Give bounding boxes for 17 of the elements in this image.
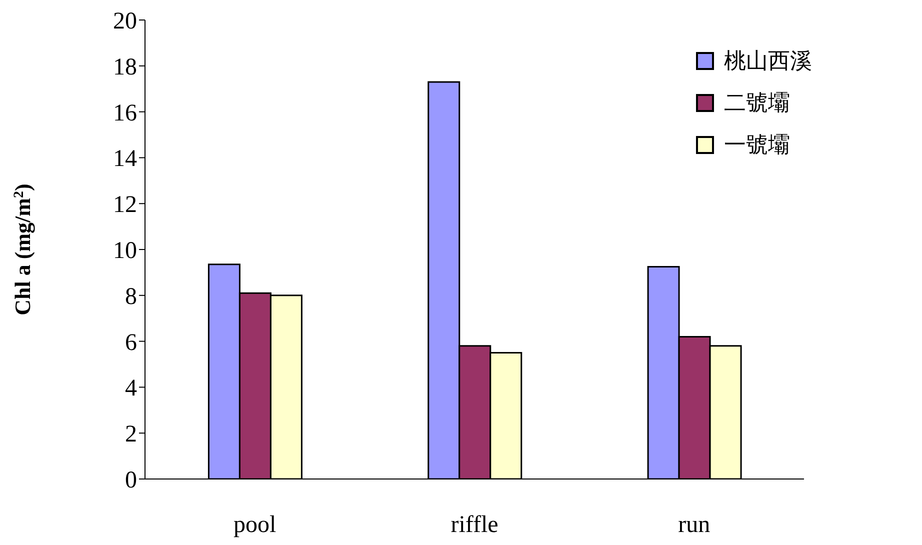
y-tick-label: 0	[125, 468, 137, 494]
legend-label: 桃山西溪	[724, 48, 812, 76]
y-tick-label: 6	[125, 330, 137, 356]
y-tick-label: 16	[113, 100, 137, 126]
y-tick-label: 20	[113, 8, 137, 35]
legend-label: 二號壩	[724, 90, 790, 118]
legend-label: 一號壩	[724, 132, 790, 160]
y-tick-label: 8	[125, 284, 137, 310]
y-tick-label: 2	[125, 422, 137, 448]
y-tick-label: 12	[113, 192, 137, 218]
x-tick-label: riffle	[450, 512, 498, 538]
x-tick-label: pool	[233, 512, 276, 538]
y-tick-label: 18	[113, 54, 137, 80]
y-tick-label: 4	[125, 376, 137, 402]
x-tick-label: run	[678, 512, 710, 538]
y-tick-label: 14	[113, 146, 137, 172]
y-tick-label: 10	[113, 238, 137, 264]
